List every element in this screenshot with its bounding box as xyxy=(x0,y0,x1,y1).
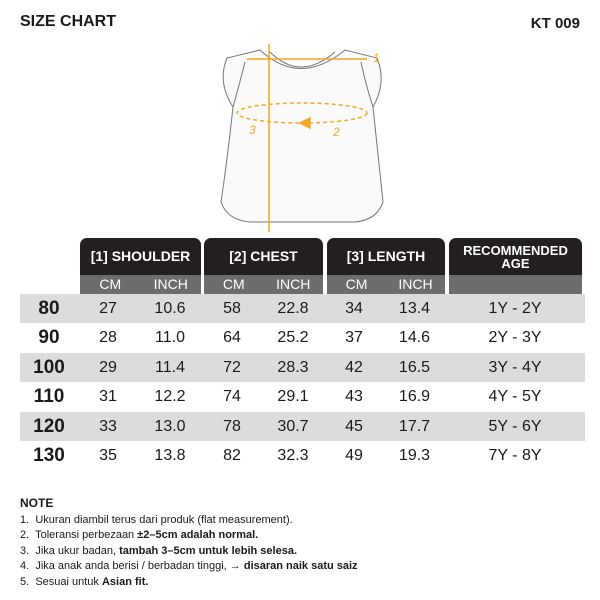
note-item: 4. Jika anak anda berisi / berbadan ting… xyxy=(20,559,358,575)
subheader-shoulder: CM INCH xyxy=(80,275,201,294)
table-row: 120 33 13.0 78 30.7 45 17.7 5Y - 6Y xyxy=(20,412,585,441)
unit-inch: INCH xyxy=(153,276,188,292)
age-cell: 1Y - 2Y xyxy=(488,299,542,317)
note-number: 3. xyxy=(20,544,30,557)
value-cell: 27 xyxy=(99,299,117,317)
note-number: 1. xyxy=(20,513,30,526)
value-cell: 13.8 xyxy=(154,447,186,464)
label-2: 2 xyxy=(332,125,340,139)
size-cell: 80 xyxy=(38,297,60,319)
note-number: 4. xyxy=(20,560,30,572)
size-cell: 90 xyxy=(38,327,60,348)
value-cell: 45 xyxy=(345,417,363,435)
table-row: 100 29 11.4 72 28.3 42 16.5 3Y - 4Y xyxy=(20,353,585,382)
value-cell: 33 xyxy=(99,417,117,435)
value-cell: 12.2 xyxy=(154,388,186,405)
age-cell: 2Y - 3Y xyxy=(488,329,542,346)
note-number: 5. xyxy=(20,575,30,588)
header-length: [3] LENGTH xyxy=(327,238,445,275)
note-text: Jika anak anda berisi / berbadan tinggi,… xyxy=(35,560,244,572)
value-cell: 13.0 xyxy=(154,417,186,435)
age-cell: 5Y - 6Y xyxy=(488,417,542,435)
value-cell: 11.0 xyxy=(155,329,185,346)
value-cell: 14.6 xyxy=(398,329,431,346)
value-cell: 58 xyxy=(223,299,241,317)
unit-cm: CM xyxy=(99,276,122,292)
unit-inch: INCH xyxy=(398,276,433,292)
value-cell: 17.7 xyxy=(398,417,431,435)
table-row: 80 27 10.6 58 22.8 34 13.4 1Y - 2Y xyxy=(20,294,585,323)
value-cell: 42 xyxy=(345,358,363,376)
note-item: 1. Ukuran diambil terus dari produk (fla… xyxy=(20,513,358,529)
header-shoulder: [1] SHOULDER xyxy=(80,238,201,275)
value-cell: 37 xyxy=(345,329,363,346)
value-cell: 64 xyxy=(223,329,241,346)
note-emphasis: disaran naik satu saiz xyxy=(243,560,358,572)
value-cell: 29 xyxy=(99,358,117,376)
value-cell: 32.3 xyxy=(277,447,309,464)
header-age: RECOMMENDED AGE xyxy=(449,238,582,275)
label-1: 1 xyxy=(373,51,380,65)
value-cell: 16.9 xyxy=(398,388,431,405)
value-cell: 22.8 xyxy=(277,299,309,317)
label-3: 3 xyxy=(249,123,256,137)
page-title: SIZE CHART xyxy=(20,13,116,30)
value-cell: 28 xyxy=(99,329,117,346)
table-row: 130 35 13.8 82 32.3 49 19.3 7Y - 8Y xyxy=(20,442,585,471)
header-chest: [2] CHEST xyxy=(204,238,323,275)
value-cell: 30.7 xyxy=(277,417,309,435)
note-emphasis: ±2–5cm adalah normal. xyxy=(137,529,259,541)
notes-section: NOTE 1. Ukuran diambil terus dari produk… xyxy=(20,496,358,590)
product-code: KT 009 xyxy=(530,15,580,32)
subheader-chest: CM INCH xyxy=(204,275,323,294)
size-cell: 120 xyxy=(33,415,65,437)
table-row: 110 31 12.2 74 29.1 43 16.9 4Y - 5Y xyxy=(20,383,585,412)
note-text: Ukuran diambil terus dari produk (flat m… xyxy=(35,513,293,526)
value-cell: 28.3 xyxy=(277,358,309,376)
size-cell: 110 xyxy=(33,386,65,407)
value-cell: 82 xyxy=(223,447,241,464)
note-text: Jika ukur badan, xyxy=(35,544,120,557)
value-cell: 35 xyxy=(99,447,117,464)
age-cell: 7Y - 8Y xyxy=(488,447,542,464)
age-cell: 3Y - 4Y xyxy=(488,358,542,376)
value-cell: 43 xyxy=(345,388,363,405)
value-cell: 25.2 xyxy=(277,329,309,346)
note-item: 5. Sesuai untuk Asian fit. xyxy=(20,575,358,591)
age-cell: 4Y - 5Y xyxy=(488,388,542,405)
note-number: 2. xyxy=(20,529,30,541)
value-cell: 31 xyxy=(99,388,117,405)
value-cell: 29.1 xyxy=(277,388,309,405)
table-row: 90 28 11.0 64 25.2 37 14.6 2Y - 3Y xyxy=(20,324,585,353)
note-text: Toleransi perbezaan xyxy=(35,529,138,541)
note-text: Sesuai untuk xyxy=(35,575,102,588)
value-cell: 19.3 xyxy=(398,447,431,464)
note-emphasis: tambah 3–5cm untuk lebih selesa. xyxy=(119,544,297,557)
value-cell: 34 xyxy=(345,299,363,317)
value-cell: 11.4 xyxy=(155,358,185,376)
notes-title: NOTE xyxy=(20,496,54,510)
value-cell: 49 xyxy=(345,447,363,464)
note-item: 3. Jika ukur badan, tambah 3–5cm untuk l… xyxy=(20,544,358,560)
unit-cm: CM xyxy=(222,276,245,292)
unit-inch: INCH xyxy=(276,276,311,292)
value-cell: 10.6 xyxy=(154,299,186,317)
shirt-diagram: 1 2 3 xyxy=(220,44,384,232)
note-item: 2. Toleransi perbezaan ±2–5cm adalah nor… xyxy=(20,528,358,544)
value-cell: 13.4 xyxy=(398,299,431,317)
value-cell: 74 xyxy=(223,388,241,405)
value-cell: 78 xyxy=(223,417,241,435)
unit-cm: CM xyxy=(345,276,368,292)
value-cell: 72 xyxy=(223,358,241,376)
value-cell: 16.5 xyxy=(398,358,431,376)
size-cell: 130 xyxy=(33,445,65,466)
subheader-length: CM INCH xyxy=(327,275,445,294)
size-cell: 100 xyxy=(33,356,65,378)
note-emphasis: Asian fit. xyxy=(101,575,149,588)
subheader-age xyxy=(449,275,582,294)
